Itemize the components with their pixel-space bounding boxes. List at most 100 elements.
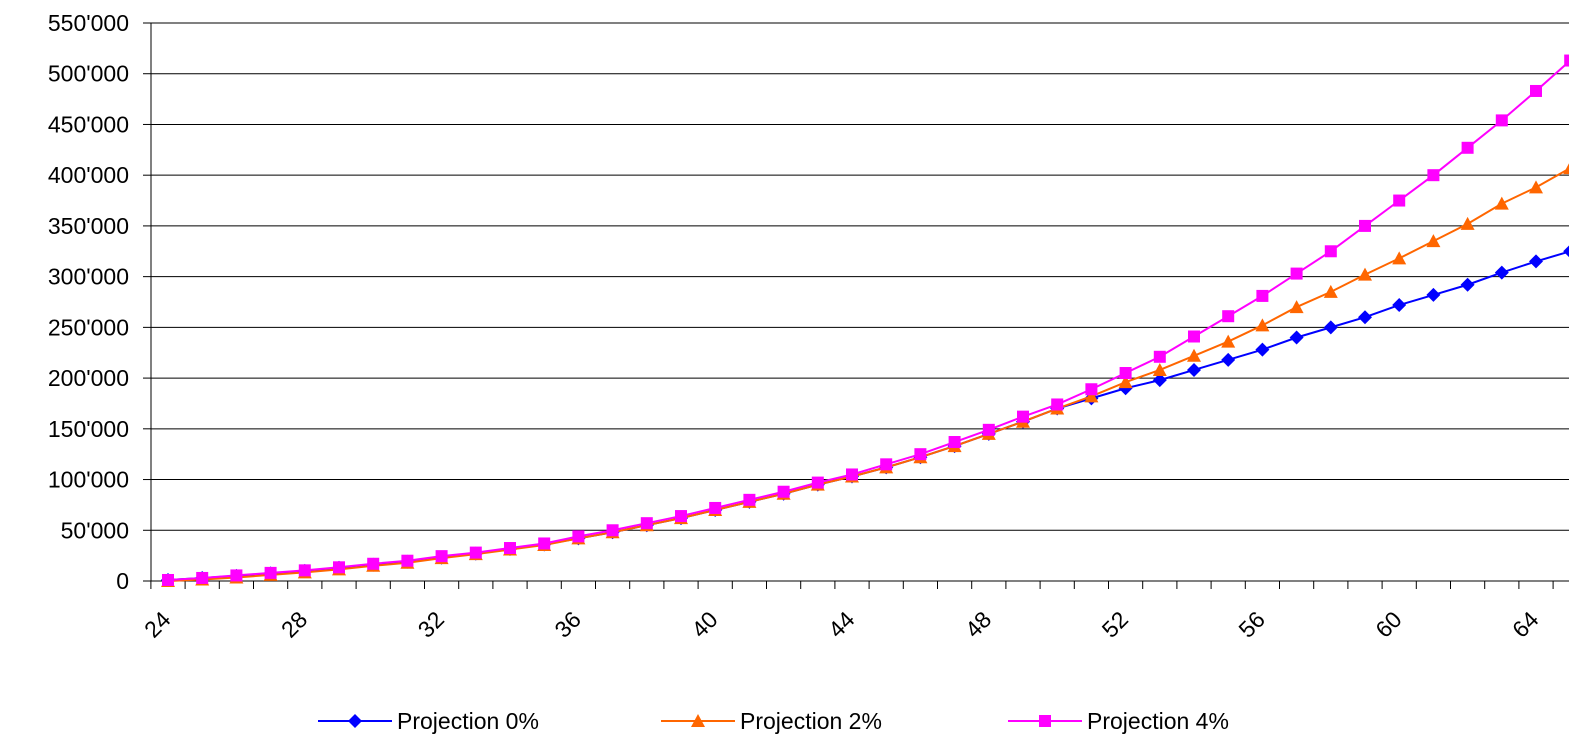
legend-marker bbox=[348, 714, 362, 728]
data-point bbox=[162, 573, 174, 586]
data-point bbox=[1426, 234, 1441, 248]
y-tick-label: 300'000 bbox=[48, 264, 129, 290]
data-point bbox=[880, 458, 893, 471]
data-point bbox=[1494, 196, 1509, 210]
data-point bbox=[1529, 254, 1543, 269]
y-tick-label: 250'000 bbox=[48, 314, 129, 340]
y-tick-label: 450'000 bbox=[48, 111, 129, 137]
data-point bbox=[1017, 410, 1029, 423]
data-point bbox=[1392, 251, 1407, 265]
x-tick-label: 44 bbox=[823, 606, 860, 643]
data-point bbox=[709, 501, 722, 514]
data-point bbox=[1564, 54, 1569, 67]
data-point bbox=[1289, 300, 1304, 314]
data-point bbox=[435, 550, 448, 563]
y-axis: 0 50'000 100'000 150'000 200'000 250'000 300'0… bbox=[48, 10, 152, 594]
x-axis: 24 28 32 36 40 44 48 52 56 60 64 bbox=[139, 580, 1569, 643]
legend-label: Projection 0% bbox=[397, 708, 539, 734]
data-point bbox=[948, 436, 961, 449]
data-point bbox=[1529, 180, 1543, 194]
data-point bbox=[1255, 342, 1270, 357]
data-point bbox=[1152, 373, 1167, 388]
legend-label: Projection 2% bbox=[740, 708, 882, 734]
legend-label: Projection 4% bbox=[1087, 708, 1229, 734]
legend-item: Projection 0% bbox=[318, 708, 539, 734]
data-point bbox=[640, 517, 653, 530]
data-point bbox=[1188, 330, 1200, 343]
data-point bbox=[1221, 334, 1236, 348]
y-tick-label: 400'000 bbox=[48, 162, 129, 188]
data-point bbox=[1256, 289, 1269, 302]
x-tick-label: 60 bbox=[1370, 606, 1406, 642]
x-tick-label: 36 bbox=[549, 606, 585, 642]
data-point bbox=[333, 561, 345, 574]
data-point bbox=[1221, 352, 1236, 367]
data-point bbox=[675, 510, 687, 523]
data-point bbox=[1119, 367, 1132, 380]
data-point bbox=[846, 468, 858, 481]
y-tick-label: 350'000 bbox=[48, 213, 129, 239]
data-point bbox=[1495, 114, 1508, 127]
series-line bbox=[167, 60, 1569, 581]
data-point bbox=[230, 569, 243, 582]
data-point bbox=[1084, 389, 1099, 403]
data-point bbox=[606, 524, 619, 537]
data-point bbox=[572, 530, 585, 543]
data-point bbox=[1358, 267, 1372, 281]
data-point bbox=[1153, 350, 1166, 363]
series-1 bbox=[161, 163, 1569, 587]
legend: Projection 0% Projection 2% Projection 4% bbox=[318, 708, 1229, 734]
data-point bbox=[1187, 348, 1201, 362]
data-point bbox=[1359, 219, 1371, 232]
x-tick-label: 56 bbox=[1233, 606, 1269, 642]
y-tick-label: 200'000 bbox=[48, 365, 129, 391]
series-0 bbox=[161, 245, 1569, 587]
data-point bbox=[982, 423, 995, 436]
data-point bbox=[1427, 169, 1440, 182]
data-point bbox=[1461, 141, 1474, 154]
y-tick-label: 550'000 bbox=[48, 10, 129, 36]
data-point bbox=[777, 485, 790, 498]
x-tick-label: 24 bbox=[139, 606, 176, 643]
gridlines bbox=[151, 22, 1569, 531]
data-point bbox=[1289, 330, 1304, 345]
series-2 bbox=[162, 54, 1569, 586]
data-point bbox=[367, 557, 380, 570]
data-point bbox=[1152, 362, 1167, 376]
x-tick-label: 28 bbox=[276, 606, 312, 642]
data-point bbox=[1187, 362, 1201, 377]
data-point bbox=[538, 537, 551, 550]
data-point bbox=[1255, 318, 1270, 332]
y-tick-label: 150'000 bbox=[48, 416, 129, 442]
data-point bbox=[1460, 216, 1475, 230]
legend-marker bbox=[691, 714, 705, 727]
data-point bbox=[1051, 398, 1064, 411]
y-tick-label: 500'000 bbox=[48, 61, 129, 87]
data-point bbox=[1323, 320, 1338, 335]
y-tick-label: 0 bbox=[116, 568, 129, 594]
x-tick-label: 64 bbox=[1507, 606, 1544, 643]
plot-area bbox=[161, 54, 1569, 587]
data-point bbox=[1392, 298, 1407, 313]
data-point bbox=[1085, 383, 1098, 396]
data-point bbox=[811, 476, 824, 489]
legend-item: Projection 2% bbox=[661, 708, 882, 734]
data-point bbox=[1118, 375, 1133, 389]
data-point bbox=[1393, 194, 1406, 207]
legend-marker bbox=[1039, 715, 1051, 727]
data-point bbox=[1358, 310, 1372, 325]
x-tick-label: 32 bbox=[413, 606, 449, 642]
data-point bbox=[298, 564, 311, 577]
data-point bbox=[1323, 284, 1338, 298]
data-point bbox=[1290, 267, 1303, 280]
x-tick-label: 40 bbox=[686, 606, 722, 642]
data-point bbox=[1563, 163, 1569, 175]
x-tick-label: 48 bbox=[960, 606, 996, 642]
data-point bbox=[401, 554, 414, 567]
data-point bbox=[1426, 287, 1441, 302]
y-tick-label: 100'000 bbox=[48, 467, 129, 493]
data-point bbox=[743, 493, 756, 506]
legend-item: Projection 4% bbox=[1008, 708, 1229, 734]
data-point bbox=[1324, 245, 1337, 258]
